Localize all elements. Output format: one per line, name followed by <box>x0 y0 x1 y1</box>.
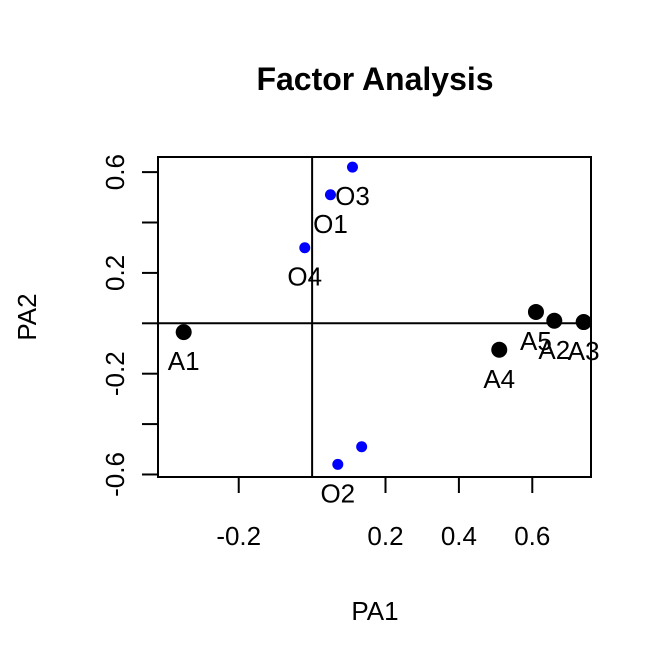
y-axis-label: PA2 <box>12 293 42 340</box>
point-label: O3 <box>335 181 370 211</box>
point-label: O2 <box>320 478 355 508</box>
point-label: A4 <box>483 364 515 394</box>
y-tick-label: 0.6 <box>100 154 130 190</box>
data-points <box>175 161 592 470</box>
y-tick-label: 0.2 <box>100 255 130 291</box>
data-point <box>356 441 368 453</box>
reference-lines <box>158 157 591 477</box>
x-tick-label: 0.6 <box>514 521 550 551</box>
data-point <box>527 303 544 320</box>
point-label: A3 <box>568 336 600 366</box>
x-tick-label: 0.2 <box>367 521 403 551</box>
data-point <box>575 314 592 331</box>
data-point <box>175 324 192 341</box>
point-label: O4 <box>287 262 322 292</box>
data-point <box>299 242 311 254</box>
x-axis-label: PA1 <box>351 596 398 626</box>
y-tick-label: -0.2 <box>100 351 130 396</box>
plot-frame <box>157 156 592 478</box>
point-label: A2 <box>538 335 570 365</box>
x-axis: -0.2 0.2 0.4 0.6 <box>216 476 550 551</box>
data-point <box>546 312 563 329</box>
y-axis: -0.6 -0.2 0.2 0.6 <box>100 154 159 497</box>
y-tick-label: -0.6 <box>100 452 130 497</box>
data-point <box>332 458 344 470</box>
data-point <box>346 161 358 173</box>
x-tick-label: -0.2 <box>216 521 261 551</box>
chart-title: Factor Analysis <box>256 61 493 97</box>
data-point <box>491 341 508 358</box>
point-label: O1 <box>313 209 348 239</box>
point-label: A1 <box>168 346 200 376</box>
point-label: A5 <box>520 326 552 356</box>
data-point <box>324 189 336 201</box>
x-tick-label: 0.4 <box>441 521 477 551</box>
